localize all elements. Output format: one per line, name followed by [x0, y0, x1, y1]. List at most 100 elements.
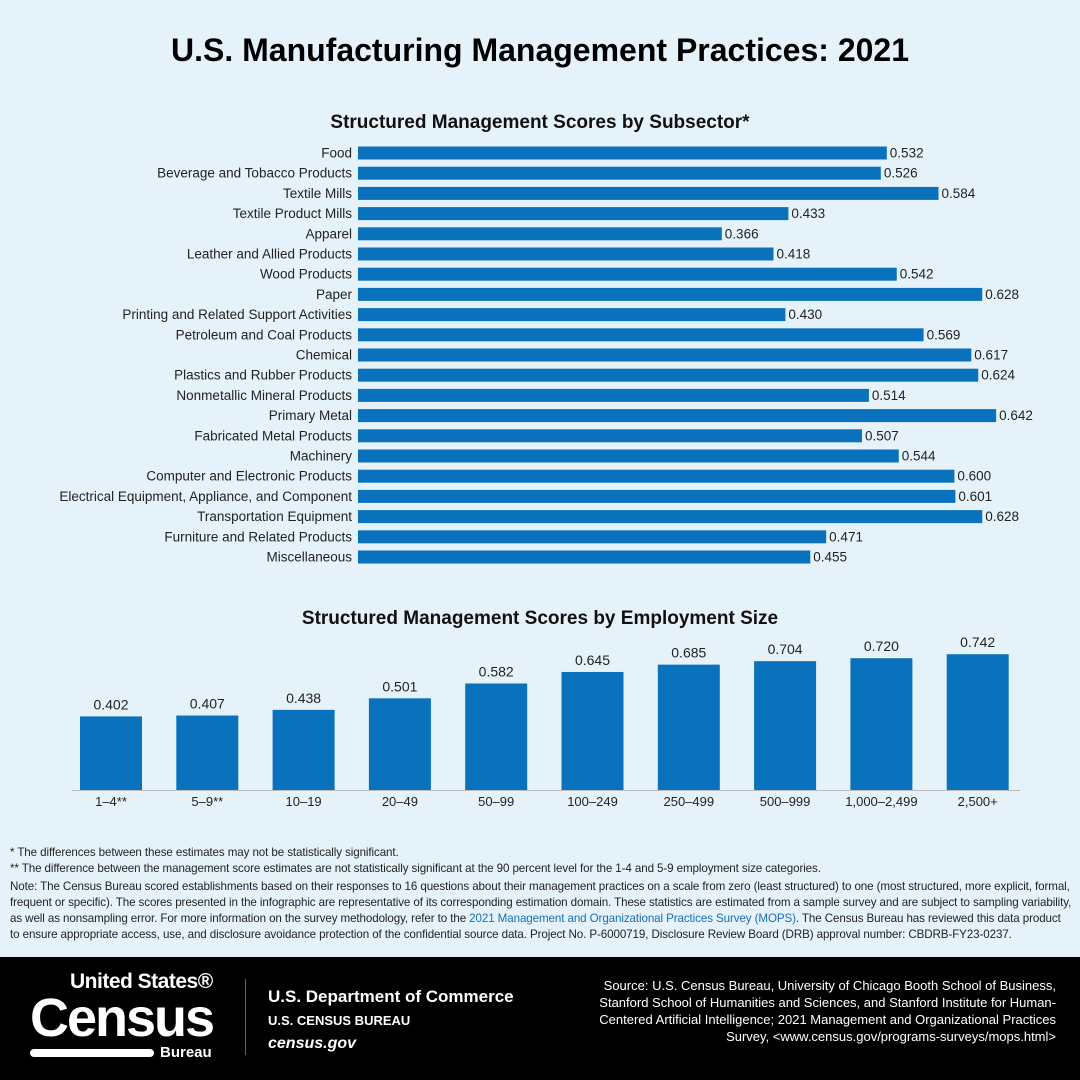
bar [358, 267, 897, 281]
category-label: Chemical [296, 348, 352, 363]
value-label: 0.507 [865, 428, 899, 443]
bar [850, 658, 913, 790]
category-label: Paper [316, 287, 353, 302]
category-label: Furniture and Related Products [164, 529, 352, 544]
bar [358, 227, 722, 241]
bar [358, 287, 983, 301]
bar [368, 698, 431, 790]
subsector-chart-title: Structured Management Scores by Subsecto… [330, 112, 750, 133]
category-label: Machinery [290, 449, 353, 464]
category-label: 1,000–2,499 [845, 794, 917, 809]
footnote-2: ** The difference between the management… [10, 862, 821, 875]
value-label: 0.418 [776, 247, 810, 262]
bar [946, 654, 1009, 790]
value-label: 0.742 [960, 634, 995, 650]
bar [358, 530, 827, 544]
category-label: Apparel [305, 226, 352, 241]
bar [358, 449, 899, 463]
value-label: 0.430 [788, 307, 822, 322]
category-label: Petroleum and Coal Products [176, 327, 353, 342]
value-label: 0.582 [479, 663, 514, 679]
category-label: Textile Product Mills [233, 206, 353, 221]
category-label: Leather and Allied Products [187, 247, 352, 262]
category-label: Miscellaneous [266, 550, 352, 565]
bar [754, 661, 817, 790]
category-label: 1–4** [95, 794, 127, 809]
value-label: 0.455 [813, 550, 847, 565]
bar [358, 409, 997, 423]
value-label: 0.433 [791, 206, 825, 221]
bar [358, 368, 979, 382]
category-label: 20–49 [382, 794, 418, 809]
bar [358, 348, 972, 362]
bar [80, 716, 142, 790]
dept-name: U.S. Department of Commerce [268, 987, 514, 1006]
note-text: Note: The Census Bureau scored establish… [10, 880, 1072, 925]
bar [358, 207, 789, 221]
subsector-bar-chart: Food 0.532 Beverage and Tobacco Products 0.… [59, 146, 1033, 565]
category-label: 100–249 [567, 794, 618, 809]
methodology-note: Note: The Census Bureau scored establish… [10, 879, 1072, 943]
category-label: Textile Mills [283, 186, 352, 201]
mops-link[interactable]: 2021 Management and Organizational Pract… [469, 912, 796, 925]
logo-text: Census [30, 988, 215, 1048]
value-label: 0.624 [981, 368, 1015, 383]
logo-text: United States® [70, 970, 213, 993]
bar [358, 550, 811, 564]
bar [358, 489, 956, 503]
category-label: 2,500+ [958, 794, 998, 809]
bureau-name: U.S. CENSUS BUREAU [268, 1013, 411, 1028]
value-label: 0.471 [829, 529, 863, 544]
value-label: 0.601 [958, 489, 992, 504]
category-label: 500–999 [760, 794, 811, 809]
category-label: 50–99 [478, 794, 514, 809]
value-label: 0.514 [872, 388, 906, 403]
category-label: Food [321, 146, 352, 161]
footer: United States® Census Bureau U.S. Depart… [0, 957, 1080, 1080]
note-text-2: . The Census Bureau has reviewed this da… [10, 912, 1061, 941]
bar [358, 247, 774, 261]
bar [561, 671, 624, 790]
value-label: 0.704 [768, 641, 803, 657]
category-label: Nonmetallic Mineral Products [176, 388, 352, 403]
value-label: 0.628 [985, 509, 1019, 524]
bar [358, 429, 862, 443]
value-label: 0.402 [93, 696, 128, 712]
category-label: 10–19 [286, 794, 322, 809]
value-label: 0.542 [900, 267, 934, 282]
source-text: Source: U.S. Census Bureau, University o… [599, 978, 1056, 1044]
category-label: Electrical Equipment, Appliance, and Com… [59, 489, 352, 504]
value-label: 0.628 [985, 287, 1019, 302]
bar [358, 308, 786, 322]
footnote-1: * The differences between these estimate… [10, 846, 399, 859]
value-label: 0.407 [190, 696, 225, 712]
bar [176, 715, 239, 790]
value-label: 0.438 [286, 690, 321, 706]
bar [358, 510, 983, 524]
category-label: Primary Metal [269, 408, 352, 423]
value-label: 0.366 [725, 226, 759, 241]
value-label: 0.544 [902, 449, 936, 464]
value-label: 0.526 [884, 166, 918, 181]
employment-bar-chart: 0.402 1–4** 0.407 5–9** 0.438 10–19 0.501 20–49… [72, 634, 1020, 809]
category-label: Transportation Equipment [197, 509, 352, 524]
bar [358, 166, 881, 180]
value-label: 0.532 [890, 146, 924, 161]
logo-text: Bureau [160, 1044, 212, 1061]
census-logo: United States® Census Bureau [30, 971, 230, 1067]
logo-bar [30, 1049, 154, 1057]
bar [465, 683, 528, 790]
category-label: 5–9** [191, 794, 223, 809]
divider [245, 979, 246, 1055]
bar [272, 709, 335, 790]
category-label: Printing and Related Support Activities [122, 307, 352, 322]
value-label: 0.645 [575, 652, 610, 668]
category-label: Beverage and Tobacco Products [157, 166, 352, 181]
value-label: 0.685 [671, 645, 706, 661]
bar [358, 186, 939, 200]
value-label: 0.642 [999, 408, 1033, 423]
bar [358, 469, 955, 483]
value-label: 0.617 [974, 348, 1008, 363]
site-link[interactable]: census.gov [268, 1035, 357, 1052]
category-label: Plastics and Rubber Products [174, 368, 352, 383]
